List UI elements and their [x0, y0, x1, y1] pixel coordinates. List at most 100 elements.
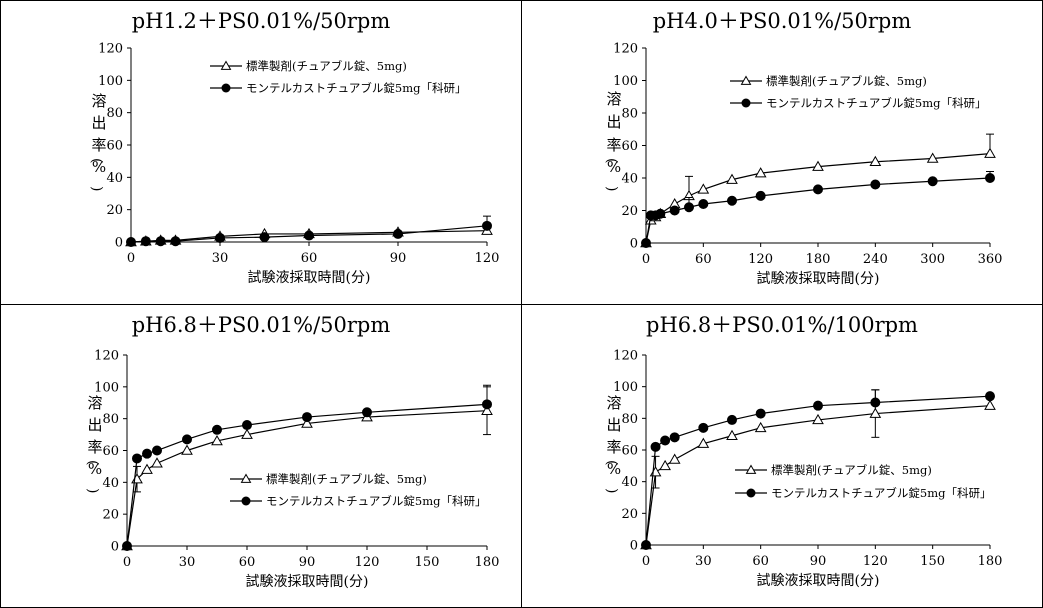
legend: 標準製剤(チュアブル錠、5mg) モンテルカストチュアブル錠5mg「科研」 [210, 59, 467, 95]
x-tick-label: 240 [863, 252, 888, 267]
x-tick-label: 90 [299, 555, 316, 570]
y-tick-label: 120 [98, 42, 123, 57]
chart-title: pH4.0＋PS0.01%/50rpm [653, 9, 912, 33]
y-tick-label: 120 [613, 349, 638, 364]
y-axis-label: 溶出率(%) [88, 92, 106, 191]
data-point [697, 183, 710, 194]
data-point [813, 184, 823, 195]
data-point [870, 397, 881, 408]
chart-4: pH6.8＋PS0.01%/100rpm 0 20 40 60 80 100 120 0 30 60… [603, 313, 1002, 589]
data-point [259, 232, 270, 243]
data-point [984, 399, 996, 410]
data-point [869, 407, 882, 418]
y-tick-label: 80 [102, 412, 119, 427]
data-point [870, 179, 881, 190]
series-line [126, 410, 488, 547]
data-point [726, 429, 738, 440]
legend-marker [741, 98, 751, 108]
series-line [126, 403, 488, 547]
x-tick-label: 150 [920, 554, 945, 569]
data-point [985, 391, 995, 402]
chart-title: pH1.2＋PS0.01%/50rpm [132, 9, 391, 33]
legend-label: 標準製剤(チュアブル錠、5mg) [266, 472, 427, 486]
data-point [140, 236, 151, 247]
y-tick-label: 60 [621, 139, 638, 154]
legend-label: 標準製剤(チュアブル錠、5mg) [766, 74, 927, 88]
data-point [926, 152, 939, 163]
y-tick-label: 0 [111, 540, 119, 555]
legend-marker [240, 473, 252, 483]
data-point [641, 238, 651, 248]
data-point [215, 232, 225, 243]
data-point [393, 228, 403, 239]
legend-marker [241, 496, 251, 506]
y-tick-label: 100 [98, 74, 123, 89]
y-tick-label: 0 [630, 539, 638, 554]
x-tick-label: 30 [179, 555, 196, 570]
data-point [984, 147, 996, 158]
legend-marker [745, 464, 757, 474]
y-axis-label: 溶出率(%) [603, 394, 621, 493]
data-point [152, 445, 162, 456]
data-point [755, 408, 766, 419]
data-point [812, 413, 824, 425]
data-point [132, 453, 142, 464]
chart-3: pH6.8＋PS0.01%/50rpm 0 20 40 60 80 100 120 0 30 60 9… [84, 313, 499, 590]
chart-title: pH6.8＋PS0.01%/50rpm [132, 313, 391, 337]
legend-marker [221, 83, 231, 93]
data-point [151, 457, 163, 468]
series-test [122, 384, 492, 551]
y-tick-label: 60 [106, 139, 123, 154]
legend-label: モンテルカストチュアブル錠5mg「科研」 [266, 494, 487, 508]
x-tick-label: 180 [978, 554, 1003, 569]
legend-label: 標準製剤(チュアブル錠、5mg) [771, 463, 932, 477]
legend-label: モンテルカストチュアブル錠5mg「科研」 [771, 486, 992, 500]
series-reference [121, 386, 493, 551]
x-tick-label: 120 [748, 252, 773, 267]
data-point [122, 541, 132, 551]
y-tick-label: 40 [102, 476, 119, 491]
y-tick-label: 20 [621, 507, 638, 522]
x-tick-label: 300 [920, 252, 945, 267]
x-tick-label: 120 [475, 251, 500, 266]
x-tick-label: 30 [212, 251, 229, 266]
data-point [304, 230, 314, 241]
y-tick-label: 100 [613, 380, 638, 395]
data-point [302, 412, 312, 423]
legend-marker [740, 75, 752, 85]
legend: 標準製剤(チュアブル錠、5mg) モンテルカストチュアブル錠5mg「科研」 [735, 463, 992, 500]
data-point [242, 420, 252, 431]
chart-title: pH6.8＋PS0.01%/100rpm [646, 313, 918, 337]
data-point [727, 195, 737, 206]
data-point [726, 173, 738, 184]
y-tick-label: 0 [630, 237, 638, 252]
y-tick-label: 100 [94, 380, 119, 395]
data-point [985, 173, 995, 183]
y-tick-label: 40 [621, 475, 638, 490]
x-tick-label: 30 [695, 554, 712, 569]
x-tick-label: 60 [301, 251, 318, 266]
data-point [813, 400, 823, 411]
x-tick-label: 180 [475, 555, 500, 570]
data-point [362, 407, 372, 418]
y-axis-label: 溶出率(%) [84, 394, 102, 493]
series-line [645, 395, 991, 546]
legend-label: モンテルカストチュアブル錠5mg「科研」 [246, 81, 467, 95]
y-tick-label: 80 [621, 107, 638, 122]
data-point [754, 167, 767, 178]
data-point [697, 437, 710, 448]
data-point [927, 176, 938, 187]
data-point [211, 434, 223, 446]
x-axis-label: 試験液採取時間(分) [246, 574, 369, 590]
y-tick-label: 60 [621, 444, 638, 459]
y-tick-label: 20 [102, 508, 119, 523]
data-point [727, 414, 737, 425]
series-reference [640, 389, 996, 550]
x-tick-label: 0 [123, 555, 131, 570]
chart-2: pH4.0＋PS0.01%/50rpm 0 20 40 60 80 100 120 0 60 120… [603, 9, 1002, 287]
y-tick-label: 80 [106, 106, 123, 121]
data-point [754, 421, 767, 433]
x-tick-label: 90 [390, 251, 407, 266]
x-axis-label: 試験液採取時間(分) [757, 573, 880, 589]
data-point [482, 220, 492, 231]
